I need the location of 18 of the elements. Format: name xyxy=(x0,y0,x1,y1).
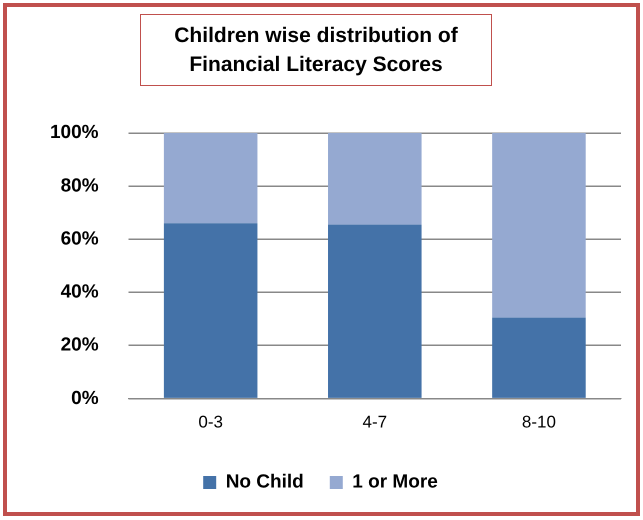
y-tick-label: 80% xyxy=(60,175,99,196)
chart-title: Children wise distribution of Financial Literacy Scores xyxy=(140,14,492,86)
bar xyxy=(328,224,422,398)
y-tick-label: 100% xyxy=(50,122,99,144)
bar xyxy=(164,133,258,224)
x-tick-label: 0-3 xyxy=(198,412,223,432)
x-tick-label: 8-10 xyxy=(522,412,556,432)
bar xyxy=(492,318,586,398)
bar xyxy=(492,133,586,318)
legend-label: No Child xyxy=(226,472,304,493)
bar xyxy=(164,223,258,398)
y-tick-label: 60% xyxy=(60,228,99,250)
y-tick-label: 0% xyxy=(71,388,99,409)
y-tick-label: 20% xyxy=(60,334,99,356)
x-tick-label: 4-7 xyxy=(362,412,388,432)
y-tick-label: 40% xyxy=(60,282,99,303)
bar xyxy=(328,133,422,225)
legend-label: 1 or More xyxy=(352,472,438,493)
